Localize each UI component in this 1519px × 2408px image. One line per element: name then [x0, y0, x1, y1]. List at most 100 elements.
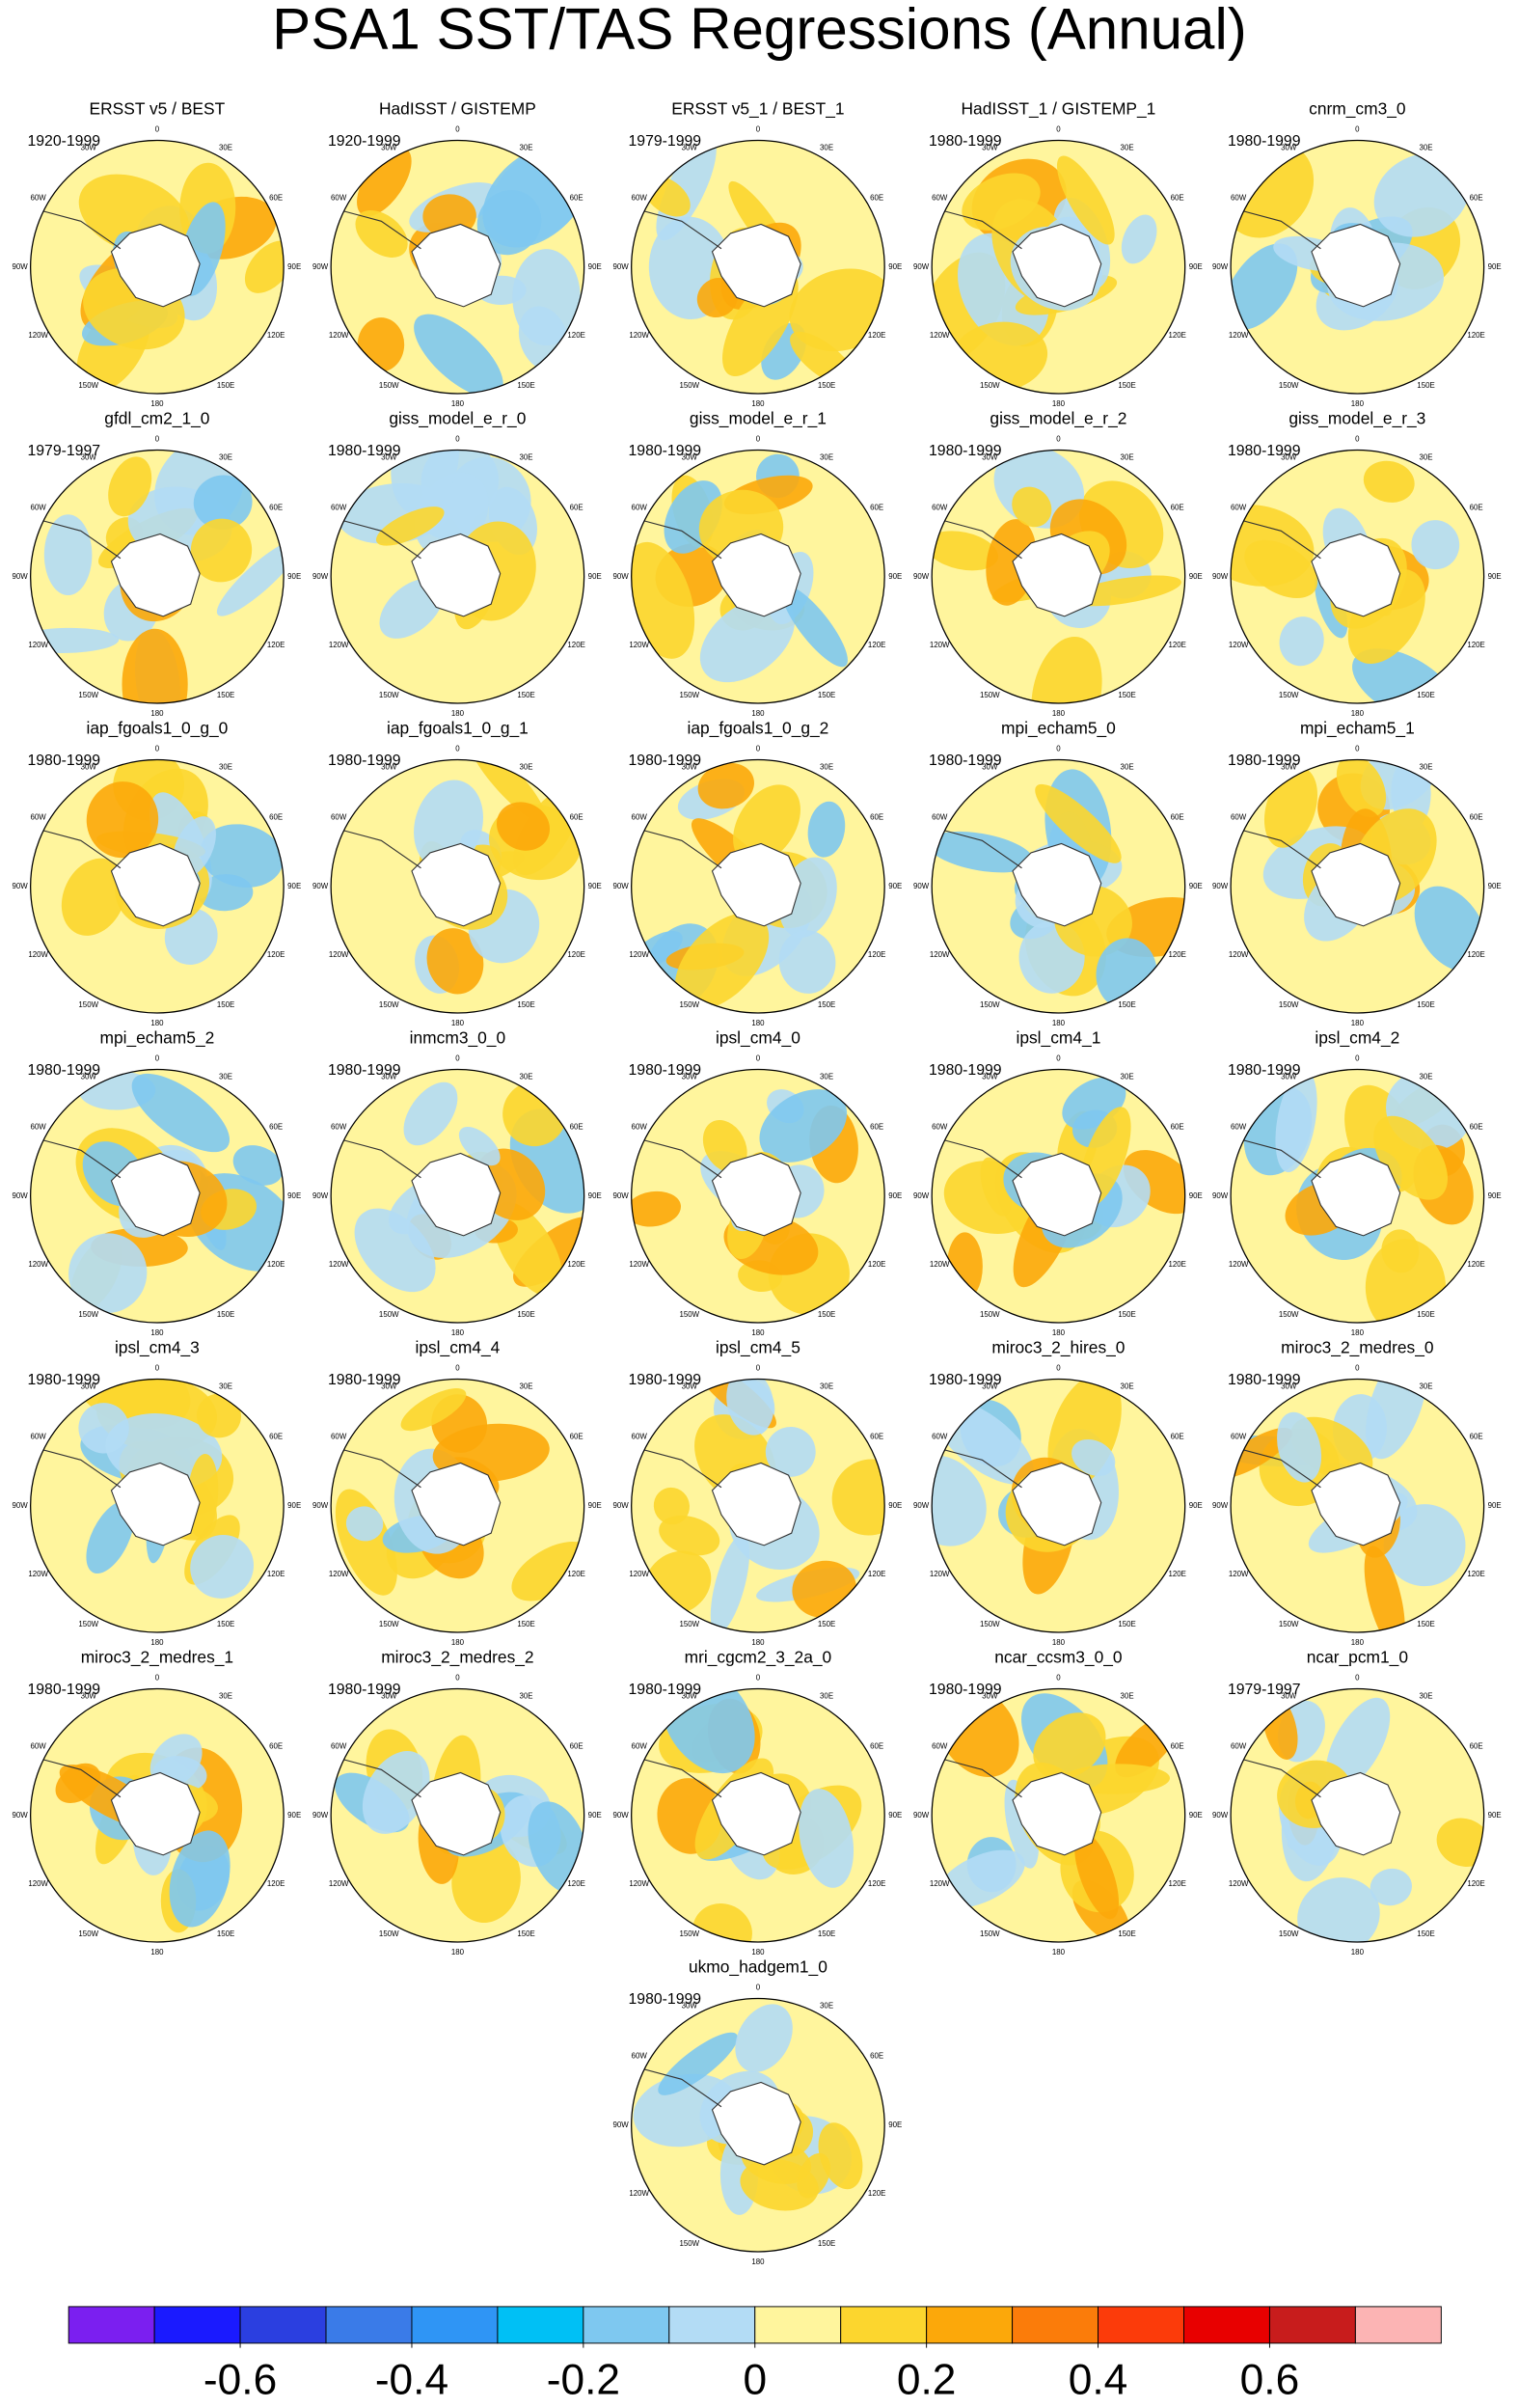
field-blob [86, 1501, 135, 1574]
polar-map: 0 30E 60E 90E 120E 150E 180 150W 120W 90W 60W 30W [12, 1054, 301, 1338]
longitude-label: 60W [331, 194, 347, 203]
field-blob [1071, 1438, 1116, 1476]
longitude-label: 120E [868, 2189, 885, 2198]
longitude-label: 0 [1056, 125, 1061, 134]
longitude-label: 60E [269, 194, 283, 203]
field-blob [831, 1459, 885, 1536]
panel-period: 1980-1999 [929, 1682, 1002, 1698]
map-border [631, 1997, 885, 2253]
longitude-label: 150W [679, 1620, 699, 1628]
longitude-label: 60E [1171, 813, 1184, 822]
longitude-label: 60E [1470, 504, 1483, 512]
polar-map: 0 30E 60E 90E 120E 150E 180 150W 120W 90W 60W 30W [612, 435, 902, 719]
field-blob [1279, 616, 1324, 667]
longitude-label: 150E [818, 2239, 835, 2248]
longitude-label: 180 [1052, 709, 1066, 718]
map-border [631, 1068, 885, 1324]
longitude-label: 0 [756, 745, 761, 753]
longitude-label: 150W [379, 1000, 399, 1009]
panel-period: 1980-1999 [929, 133, 1002, 150]
longitude-label: 60E [1470, 1123, 1483, 1132]
longitude-label: 60E [570, 1123, 583, 1132]
polar-map: 0 30E 60E 90E 120E 150E 180 150W 120W 90W 60W 30W [913, 1054, 1203, 1338]
longitude-label: 30E [520, 763, 533, 772]
longitude-label: 120W [930, 641, 950, 649]
longitude-label: 60W [932, 1433, 948, 1441]
longitude-label: 120W [930, 331, 950, 340]
longitude-label: 120E [1467, 331, 1484, 340]
longitude-label: 60W [632, 504, 648, 512]
longitude-label: 30E [1419, 763, 1432, 772]
longitude-label: 30W [1281, 1382, 1297, 1391]
colorbar-box [754, 2306, 842, 2344]
panel-period: 1980-1999 [629, 1682, 702, 1698]
longitude-label: 120W [28, 950, 48, 959]
peninsula [936, 1447, 1022, 1489]
longitude-label: 150E [818, 1000, 835, 1009]
map-field [932, 1379, 1185, 1632]
longitude-label: 150E [517, 691, 534, 699]
field-blob [61, 858, 126, 936]
longitude-label: 90W [312, 882, 329, 890]
colorbar-box [583, 2306, 670, 2344]
longitude-label: 60W [331, 1123, 347, 1132]
peninsula [1234, 518, 1321, 560]
peninsula [335, 208, 421, 250]
longitude-label: 180 [1351, 1948, 1365, 1956]
antarctica [711, 842, 801, 927]
panel-period: 1980-1999 [1228, 1372, 1301, 1388]
longitude-label: 0 [155, 125, 160, 134]
peninsula [35, 828, 122, 869]
longitude-label: 30W [1281, 453, 1297, 462]
panel-period: 1979-1997 [1228, 1682, 1301, 1698]
panel-period: 1920-1999 [328, 133, 401, 150]
longitude-label: 120E [868, 1260, 885, 1269]
longitude-label: 180 [451, 399, 465, 408]
longitude-label: 60E [1470, 813, 1483, 822]
longitude-label: 0 [756, 1674, 761, 1683]
longitude-label: 60W [932, 813, 948, 822]
longitude-label: 120E [868, 1570, 885, 1578]
field-blob [932, 1455, 987, 1546]
longitude-label: 90E [588, 1811, 602, 1820]
longitude-label: 120W [1229, 1260, 1249, 1269]
field-blob [345, 1506, 384, 1542]
field-blob [193, 475, 253, 530]
field-blob [200, 824, 284, 888]
field-blob [710, 1534, 750, 1632]
map-border [330, 1068, 585, 1324]
longitude-label: 150E [1118, 1929, 1135, 1938]
panel-title: miroc3_2_hires_0 [991, 1337, 1125, 1356]
longitude-label: 120E [1168, 1260, 1185, 1269]
longitude-label: 60E [570, 194, 583, 203]
antarctica [411, 842, 502, 927]
longitude-label: 180 [150, 1019, 164, 1027]
polar-map: 0 30E 60E 90E 120E 150E 180 150W 120W 90W 60W 30W [1212, 1674, 1502, 1957]
figure-title: PSA1 SST/TAS Regressions (Annual) [272, 0, 1247, 62]
longitude-label: 30E [1121, 763, 1134, 772]
colorbar-tick-label: -0.4 [375, 2357, 448, 2403]
longitude-label: 120E [1168, 641, 1185, 649]
polar-map: 0 30E 60E 90E 120E 150E 180 150W 120W 90W 60W 30W [312, 1674, 602, 1957]
longitude-label: 60W [331, 504, 347, 512]
panel-period: 1980-1999 [27, 1372, 100, 1388]
field-blob [196, 1393, 242, 1438]
longitude-label: 30E [820, 144, 833, 152]
panel-title: ipsl_cm4_5 [716, 1337, 800, 1356]
longitude-label: 60E [1470, 194, 1483, 203]
field-blob [426, 928, 484, 995]
longitude-label: 30W [81, 1692, 97, 1701]
colorbar-tick-label: 0.4 [1069, 2357, 1128, 2403]
longitude-label: 120W [1229, 331, 1249, 340]
longitude-label: 90E [287, 882, 301, 890]
panel-title: iap_fgoals1_0_g_0 [86, 718, 228, 737]
map-border [30, 758, 285, 1014]
field-blob [511, 1541, 584, 1601]
panel-title: HadISST_1 / GISTEMP_1 [962, 98, 1156, 118]
longitude-label: 150E [217, 691, 234, 699]
longitude-label: 150W [78, 1310, 98, 1319]
peninsula [335, 518, 421, 560]
peninsula [1234, 1757, 1321, 1798]
colorbar-box [497, 2306, 584, 2344]
longitude-label: 60W [1231, 504, 1247, 512]
